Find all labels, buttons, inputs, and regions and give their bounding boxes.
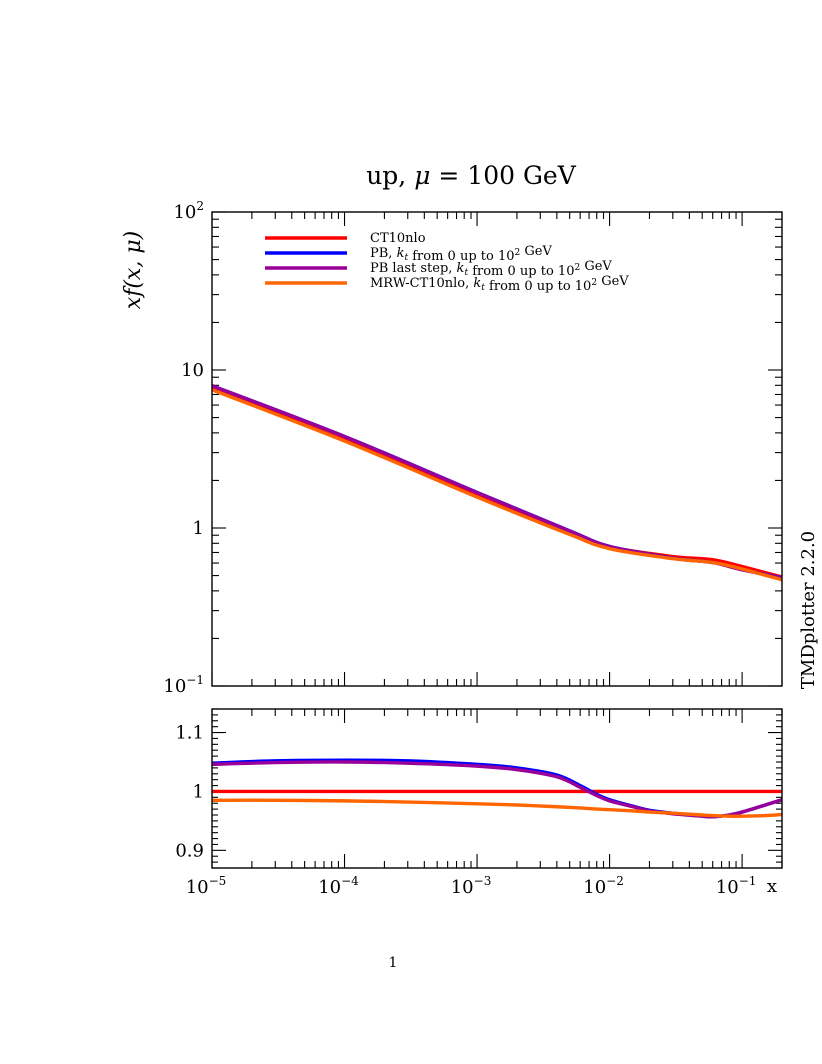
- ratio-y-tick-label: 1: [193, 781, 204, 802]
- ratio-y-tick-label: 1.1: [175, 723, 204, 744]
- ratio-plot-panel: [211, 708, 783, 869]
- page-number: 1: [389, 955, 398, 971]
- legend-label: PB last step, kt from 0 up to 102 GeV: [370, 259, 612, 279]
- y-tick-label: 102: [173, 199, 204, 223]
- ratio-plot-frame: [211, 708, 783, 869]
- x-tick-label: 10−3: [451, 874, 492, 898]
- chart-title: up, μ = 100 GeV: [366, 161, 577, 190]
- x-axis-label: x: [767, 876, 777, 897]
- x-tick-label: 10−4: [318, 874, 359, 898]
- y-tick-label: 10−1: [163, 673, 204, 697]
- legend-label: PB, kt from 0 up to 102 GeV: [370, 244, 552, 264]
- main-plot-frame: [211, 211, 783, 687]
- ratio-line-pb-last-step-kt-from-0-up-to-10-gev: [212, 760, 782, 819]
- legend-label: MRW-CT10nlo, kt from 0 up to 102 GeV: [370, 274, 629, 294]
- legend-label: CT10nlo: [370, 231, 426, 246]
- y-tick-label: 1: [193, 518, 204, 539]
- tmdplotter-version-label: TMDplotter 2.2.0: [798, 531, 819, 689]
- x-tick-label: 10−2: [583, 874, 624, 898]
- series-line-pb-last-step-kt-from-0-up-to-10-gev: [212, 384, 782, 580]
- ratio-y-tick-label: 0.9: [175, 840, 204, 861]
- y-axis-label: xf(x, μ): [121, 231, 146, 309]
- series-line-pb-kt-from-0-up-to-10-gev: [212, 384, 782, 580]
- ratio-line-mrw-ct10nlo-kt-from-0-up-to-10-gev: [212, 798, 782, 818]
- y-tick-label: 10: [181, 360, 204, 381]
- series-line-mrw-ct10nlo-kt-from-0-up-to-10-gev: [212, 388, 782, 582]
- x-tick-label: 10−1: [716, 874, 757, 898]
- x-tick-label: 10−5: [186, 874, 227, 898]
